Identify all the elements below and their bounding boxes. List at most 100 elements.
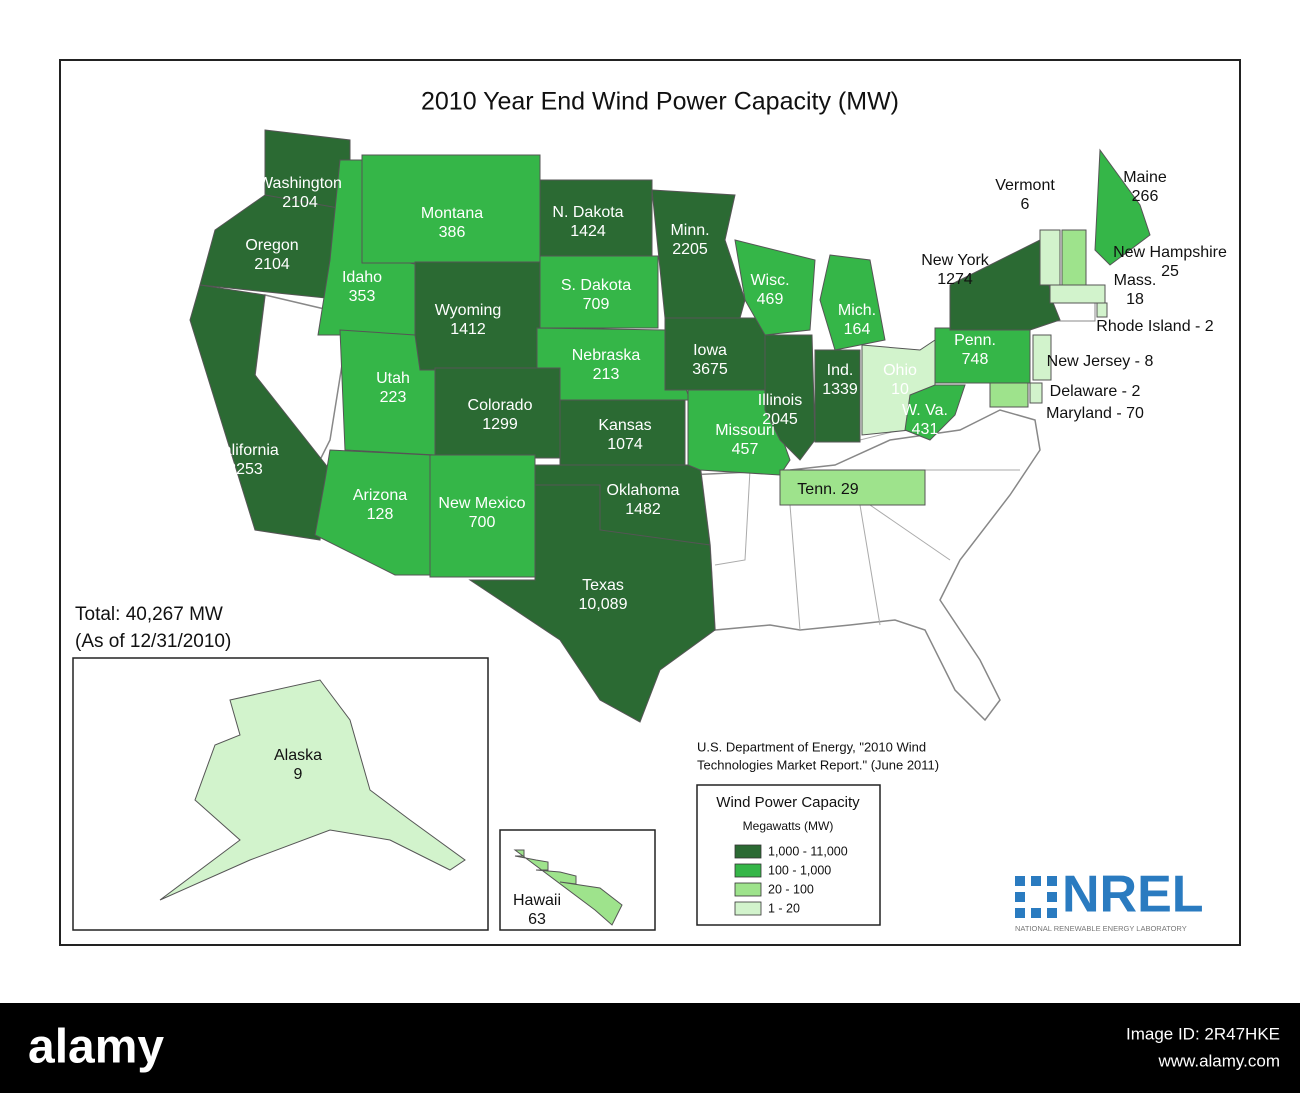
state-name: N. Dakota: [552, 204, 623, 221]
state-name: Nebraska: [572, 347, 641, 364]
state: [764, 334, 816, 461]
legend-title: Wind Power Capacity: [716, 794, 860, 811]
state-value: 353: [349, 288, 376, 305]
state: [779, 469, 926, 506]
state: [734, 239, 816, 336]
as-of: (As of 12/31/2010): [75, 631, 231, 652]
map-title: 2010 Year End Wind Power Capacity (MW): [421, 88, 899, 116]
state-name: Oregon: [245, 237, 298, 254]
state: [539, 179, 653, 257]
state-name: Wyoming: [435, 302, 502, 319]
states: [159, 129, 1151, 926]
state-name: Hawaii: [513, 892, 561, 909]
total: Total: 40,267 MW: [75, 604, 223, 625]
state-value: 266: [1132, 188, 1159, 205]
state-value: 1482: [625, 501, 661, 518]
state-label: Tenn. 29: [797, 481, 858, 498]
footer-url: www.alamy.com: [1157, 1051, 1280, 1070]
logo: NREL NATIONAL RENEWABLE ENERGY LABORATOR…: [1015, 866, 1204, 933]
state: [819, 254, 886, 351]
state-value: 6: [1021, 196, 1030, 213]
state-name: Oklahoma: [607, 482, 680, 499]
state-value: 164: [844, 321, 871, 338]
legend-swatch: [734, 844, 762, 859]
footer-bar: [0, 1003, 1300, 1093]
state-value: 223: [380, 389, 407, 406]
state-label: Maryland - 70: [1046, 405, 1144, 422]
legend-box: [696, 784, 881, 926]
state-name: Idaho: [342, 269, 382, 286]
state-label: New Jersey - 8: [1047, 353, 1154, 370]
state-value: 700: [469, 514, 496, 531]
state-name: Maine: [1123, 169, 1167, 186]
source-line: U.S. Department of Energy, "2010 Wind: [697, 739, 926, 754]
state-value: 213: [593, 366, 620, 383]
state-name: Missouri: [715, 422, 775, 439]
legend-label: 1,000 - 11,000: [768, 844, 848, 858]
state-name: Minn.: [670, 222, 709, 239]
legend-swatch: [734, 882, 762, 897]
state-value: 25: [1161, 263, 1179, 280]
state-label: Delaware - 2: [1050, 383, 1141, 400]
state: [539, 255, 659, 329]
state-name: Mass.: [1114, 272, 1157, 289]
state: [1094, 148, 1151, 266]
state-value: 2104: [282, 194, 318, 211]
legend-swatch: [734, 901, 762, 916]
state: [1029, 382, 1043, 404]
state-name: S. Dakota: [561, 277, 631, 294]
state: [429, 454, 536, 578]
state-name: Texas: [582, 577, 624, 594]
legend-label: 20 - 100: [768, 882, 814, 896]
legend-subtitle: Megawatts (MW): [743, 819, 834, 833]
state-value: 3675: [692, 361, 728, 378]
state-name: Penn.: [954, 332, 996, 349]
state-border: [859, 504, 881, 626]
state-value: 1299: [482, 416, 518, 433]
state-name: Alaska: [274, 747, 322, 764]
state-label: Rhode Island - 2: [1096, 318, 1214, 335]
state-labels: Washington 2104 Oregon 2104 California 3253 Id…: [211, 169, 1227, 928]
state-border: [869, 504, 951, 561]
state-name: New Mexico: [438, 495, 525, 512]
state: [468, 484, 716, 723]
state: [1049, 284, 1106, 304]
state-name: Wisc.: [750, 272, 789, 289]
state-value: 10,089: [579, 596, 628, 613]
state: [989, 382, 1029, 408]
state-name: Washington: [258, 175, 342, 192]
state-name: Iowa: [693, 342, 727, 359]
state-value: 469: [757, 291, 784, 308]
state-value: 1412: [450, 321, 486, 338]
state: [934, 327, 1031, 384]
state-value: 1074: [607, 436, 643, 453]
source-line: Technologies Market Report." (June 2011): [697, 757, 939, 772]
state-name: Mich.: [838, 302, 876, 319]
state-name: New York: [921, 252, 990, 269]
state: [1039, 229, 1061, 286]
state: [664, 317, 766, 391]
state-name: Arizona: [353, 487, 407, 504]
state-value: 3253: [227, 461, 263, 478]
state-value: 2104: [254, 256, 290, 273]
state-value: 1339: [822, 381, 858, 398]
state-value: 10: [891, 381, 909, 398]
state: [814, 349, 861, 443]
state-value: 748: [962, 351, 989, 368]
legend-label: 100 - 1,000: [768, 863, 831, 877]
state-name: Ohio: [883, 362, 917, 379]
state-name: Colorado: [468, 397, 533, 414]
state-name: Montana: [421, 205, 483, 222]
state-value: 2205: [672, 241, 708, 258]
state: [1096, 302, 1108, 318]
state-name: W. Va.: [902, 402, 948, 419]
state: [414, 261, 541, 371]
legend-swatch: [734, 863, 762, 878]
state-name: New Hampshire: [1113, 244, 1227, 261]
state-border: [789, 504, 801, 631]
state: [513, 849, 623, 926]
legend-label: 1 - 20: [768, 901, 800, 915]
